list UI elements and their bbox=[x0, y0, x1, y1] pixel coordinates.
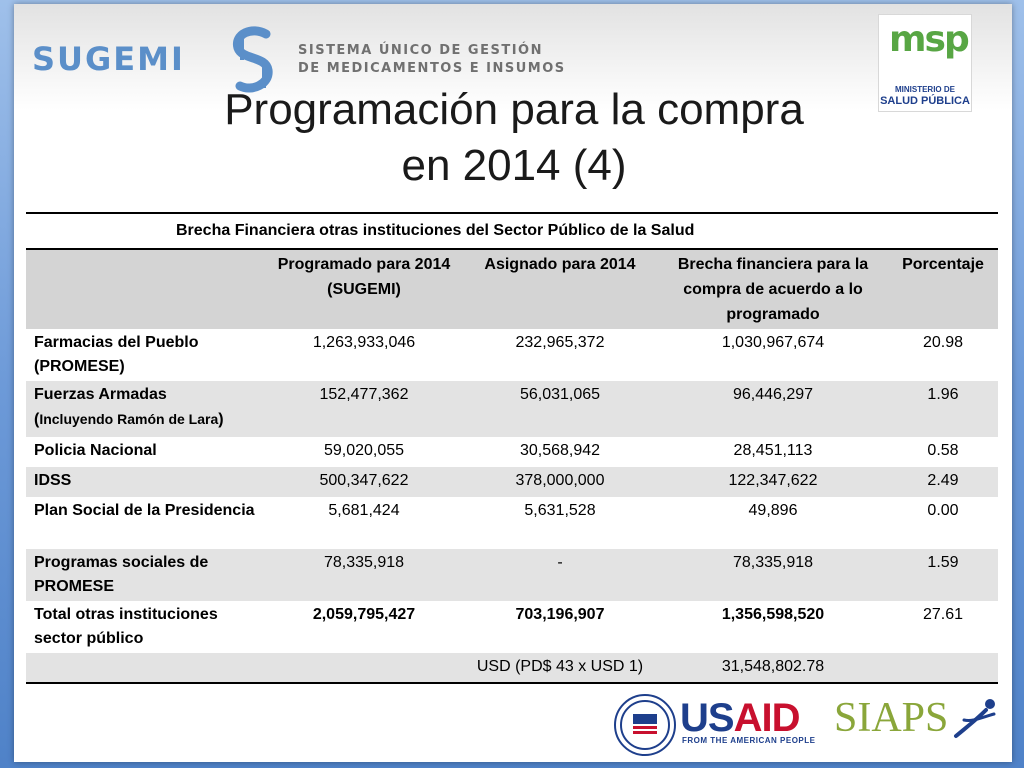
cell-asignado: 703,196,907 bbox=[462, 601, 658, 653]
cell-brecha: 1,030,967,674 bbox=[658, 329, 888, 381]
row-label: Policia Nacional bbox=[26, 437, 266, 467]
table-row: Fuerzas Armadas (Incluyendo Ramón de Lara… bbox=[26, 381, 998, 437]
usd-blank-1 bbox=[26, 653, 266, 684]
row-label: Fuerzas Armadas (Incluyendo Ramón de Lara… bbox=[26, 381, 266, 437]
slide-title: Programación para la compra en 2014 (4) bbox=[164, 82, 864, 194]
row-label: Total otras instituciones sector público bbox=[26, 601, 266, 653]
header-band bbox=[14, 4, 1012, 110]
msp-line2: SALUD PÚBLICA bbox=[880, 95, 970, 107]
cell-programado: 152,477,362 bbox=[266, 381, 462, 437]
usaid-tagline: FROM THE AMERICAN PEOPLE bbox=[682, 736, 816, 745]
usd-blank-2 bbox=[266, 653, 462, 684]
usd-blank-3 bbox=[888, 653, 998, 684]
sugemi-logo-subtitle: SISTEMA ÚNICO DE GESTIÓN DE MEDICAMENTOS… bbox=[298, 42, 566, 78]
cell-brecha: 1,356,598,520 bbox=[658, 601, 888, 653]
cell-porcentaje: 0.00 bbox=[888, 497, 998, 549]
cell-brecha: 96,446,297 bbox=[658, 381, 888, 437]
header-cell-blank bbox=[26, 249, 266, 329]
sugemi-subtitle-line2: DE MEDICAMENTOS E INSUMOS bbox=[298, 61, 566, 76]
cell-programado: 500,347,622 bbox=[266, 467, 462, 497]
cell-porcentaje: 27.61 bbox=[888, 601, 998, 653]
cell-porcentaje: 1.96 bbox=[888, 381, 998, 437]
table-caption-row: Brecha Financiera otras instituciones de… bbox=[26, 212, 998, 250]
cell-asignado: 378,000,000 bbox=[462, 467, 658, 497]
table-row: Farmacias del Pueblo (PROMESE) 1,263,933… bbox=[26, 329, 998, 381]
row-label: Farmacias del Pueblo (PROMESE) bbox=[26, 329, 266, 381]
table-row-total: Total otras instituciones sector público… bbox=[26, 601, 998, 653]
table-row: Plan Social de la Presidencia 5,681,424 … bbox=[26, 497, 998, 549]
cell-programado: 1,263,933,046 bbox=[266, 329, 462, 381]
row-label: IDSS bbox=[26, 467, 266, 497]
table-header-row: Programado para 2014 (SUGEMI) Asignado p… bbox=[26, 249, 998, 329]
cell-asignado: 30,568,942 bbox=[462, 437, 658, 467]
cell-porcentaje: 2.49 bbox=[888, 467, 998, 497]
cell-programado: 2,059,795,427 bbox=[266, 601, 462, 653]
row-label-note: Incluyendo Ramón de Lara bbox=[39, 411, 219, 427]
table-row: Policia Nacional 59,020,055 30,568,942 2… bbox=[26, 437, 998, 467]
cell-programado: 78,335,918 bbox=[266, 549, 462, 601]
financial-gap-table: Brecha Financiera otras instituciones de… bbox=[26, 212, 998, 684]
cell-asignado: 232,965,372 bbox=[462, 329, 658, 381]
sugemi-swirl-icon bbox=[233, 26, 273, 93]
usd-value: 31,548,802.78 bbox=[658, 653, 888, 684]
table-caption: Brecha Financiera otras instituciones de… bbox=[26, 212, 998, 250]
slide-title-line1: Programación para la compra bbox=[224, 85, 804, 134]
slide: SUGEMI SISTEMA ÚNICO DE GESTIÓN DE MEDIC… bbox=[14, 4, 1012, 762]
cell-brecha: 28,451,113 bbox=[658, 437, 888, 467]
cell-brecha: 122,347,622 bbox=[658, 467, 888, 497]
row-label-main: Fuerzas Armadas bbox=[34, 386, 167, 403]
table-row: IDSS 500,347,622 378,000,000 122,347,622… bbox=[26, 467, 998, 497]
cell-programado: 5,681,424 bbox=[266, 497, 462, 549]
usd-label: USD (PD$ 43 x USD 1) bbox=[462, 653, 658, 684]
table-row: Programas sociales de PROMESE 78,335,918… bbox=[26, 549, 998, 601]
msp-line1: MINISTERIO DE bbox=[894, 85, 955, 94]
cell-porcentaje: 1.59 bbox=[888, 549, 998, 601]
header-cell-asignado: Asignado para 2014 bbox=[462, 249, 658, 329]
cell-asignado: 5,631,528 bbox=[462, 497, 658, 549]
msp-logo: msp MINISTERIO DE SALUD PÚBLICA bbox=[878, 14, 972, 112]
usaid-seal-icon bbox=[614, 694, 676, 756]
table-row-usd: USD (PD$ 43 x USD 1) 31,548,802.78 bbox=[26, 653, 998, 684]
slide-title-line2: en 2014 (4) bbox=[401, 141, 627, 190]
cell-programado: 59,020,055 bbox=[266, 437, 462, 467]
header-cell-programado: Programado para 2014 (SUGEMI) bbox=[266, 249, 462, 329]
usaid-logo-accent: AID bbox=[733, 696, 801, 740]
cell-brecha: 49,896 bbox=[658, 497, 888, 549]
cell-asignado: 56,031,065 bbox=[462, 381, 658, 437]
row-label: Programas sociales de PROMESE bbox=[26, 549, 266, 601]
cell-asignado: - bbox=[462, 549, 658, 601]
sugemi-subtitle-line1: SISTEMA ÚNICO DE GESTIÓN bbox=[298, 43, 543, 58]
row-label: Plan Social de la Presidencia bbox=[26, 497, 266, 549]
cell-brecha: 78,335,918 bbox=[658, 549, 888, 601]
msp-logo-word: msp bbox=[889, 19, 970, 60]
cell-porcentaje: 20.98 bbox=[888, 329, 998, 381]
header-cell-porcentaje: Porcentaje bbox=[888, 249, 998, 329]
sugemi-logo-text: SUGEMI bbox=[32, 40, 185, 78]
usaid-logo: USAID bbox=[680, 696, 801, 741]
cell-porcentaje: 0.58 bbox=[888, 437, 998, 467]
siaps-figure-icon bbox=[954, 699, 996, 738]
usaid-logo-main: US bbox=[680, 696, 735, 740]
siaps-logo: SIAPS bbox=[834, 695, 949, 741]
header-cell-brecha: Brecha financiera para la compra de acue… bbox=[658, 249, 888, 329]
footer-logos: USAID FROM THE AMERICAN PEOPLE SIAPS bbox=[610, 690, 1010, 760]
